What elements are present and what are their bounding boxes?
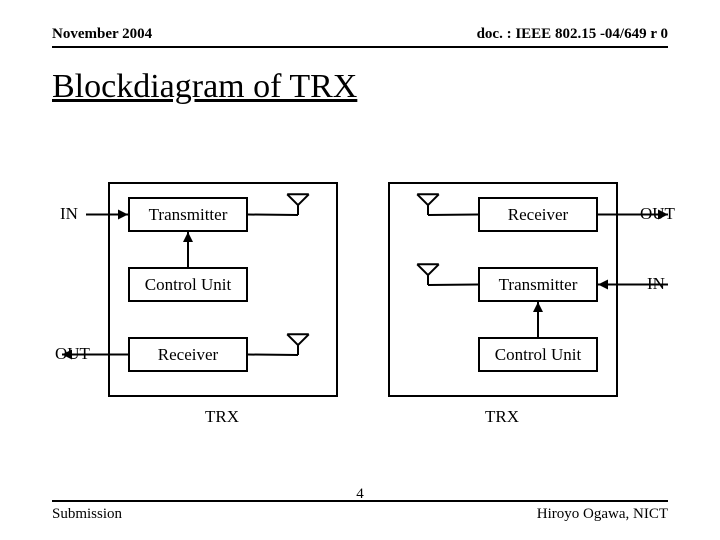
- label: Receiver: [508, 205, 568, 225]
- label: Receiver: [158, 345, 218, 365]
- trx-right-receiver-box: Receiver: [478, 197, 598, 232]
- in-right-label: IN: [647, 274, 665, 294]
- trx-right-control-box: Control Unit: [478, 337, 598, 372]
- trx-right-label: TRX: [485, 407, 519, 427]
- footer-right: Hiroyo Ogawa, NICT: [537, 506, 668, 523]
- trx-left-control-box: Control Unit: [128, 267, 248, 302]
- trx-right-transmitter-box: Transmitter: [478, 267, 598, 302]
- label: Control Unit: [495, 345, 581, 365]
- out-right-label: OUT: [640, 204, 675, 224]
- page-title: Blockdiagram of TRX: [52, 68, 357, 106]
- out-left-label: OUT: [55, 344, 90, 364]
- header-date: November 2004: [52, 26, 152, 43]
- trx-left-label: TRX: [205, 407, 239, 427]
- trx-left-transmitter-box: Transmitter: [128, 197, 248, 232]
- footer-left: Submission: [52, 506, 122, 523]
- footer-divider: [52, 500, 668, 502]
- trx-left-receiver-box: Receiver: [128, 337, 248, 372]
- label: Transmitter: [149, 205, 228, 225]
- label: Transmitter: [499, 275, 578, 295]
- header-doc: doc. : IEEE 802.15 -04/649 r 0: [477, 26, 668, 43]
- header-divider: [52, 46, 668, 48]
- in-left-label: IN: [60, 204, 78, 224]
- label: Control Unit: [145, 275, 231, 295]
